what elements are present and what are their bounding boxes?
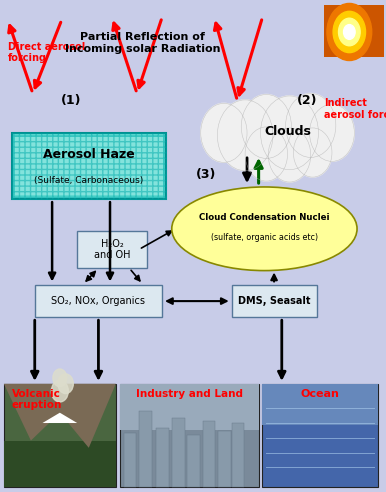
Text: (2): (2) <box>296 94 317 107</box>
Text: Aerosol Haze: Aerosol Haze <box>43 148 135 161</box>
Text: SO₂, NOx, Organics: SO₂, NOx, Organics <box>51 296 146 307</box>
Text: Indirect
aerosol forcing: Indirect aerosol forcing <box>324 98 386 120</box>
FancyBboxPatch shape <box>218 430 231 487</box>
Polygon shape <box>42 413 77 423</box>
Text: Direct aerosol
forcing: Direct aerosol forcing <box>8 42 85 63</box>
Circle shape <box>310 104 354 161</box>
FancyBboxPatch shape <box>120 384 259 430</box>
FancyBboxPatch shape <box>35 285 162 317</box>
Text: Volcanic
eruption: Volcanic eruption <box>12 389 62 410</box>
FancyBboxPatch shape <box>120 384 259 487</box>
Text: (Sulfate, Carbonaceous): (Sulfate, Carbonaceous) <box>34 176 144 185</box>
FancyBboxPatch shape <box>187 435 200 487</box>
FancyBboxPatch shape <box>232 423 244 487</box>
Circle shape <box>333 11 366 53</box>
Circle shape <box>327 3 372 61</box>
FancyBboxPatch shape <box>139 411 152 487</box>
FancyBboxPatch shape <box>77 231 147 268</box>
FancyBboxPatch shape <box>232 285 317 317</box>
Text: (1): (1) <box>61 94 82 107</box>
Circle shape <box>344 25 355 39</box>
Circle shape <box>286 93 336 157</box>
FancyBboxPatch shape <box>4 441 116 487</box>
Ellipse shape <box>172 187 357 271</box>
FancyBboxPatch shape <box>156 428 169 487</box>
Circle shape <box>58 374 73 394</box>
Text: (3): (3) <box>196 168 217 181</box>
FancyBboxPatch shape <box>15 137 163 195</box>
FancyBboxPatch shape <box>262 384 378 425</box>
Circle shape <box>339 18 360 46</box>
Circle shape <box>51 380 68 402</box>
FancyBboxPatch shape <box>12 133 166 199</box>
FancyBboxPatch shape <box>172 418 185 487</box>
Polygon shape <box>4 384 116 448</box>
Text: H₂O₂
and OH: H₂O₂ and OH <box>94 239 130 260</box>
FancyBboxPatch shape <box>124 433 136 487</box>
Circle shape <box>241 94 291 158</box>
Circle shape <box>201 103 247 162</box>
FancyBboxPatch shape <box>4 384 116 487</box>
Text: (sulfate, organic acids etc): (sulfate, organic acids etc) <box>211 233 318 242</box>
Circle shape <box>268 128 311 182</box>
Text: Ocean: Ocean <box>301 389 340 399</box>
Text: Clouds: Clouds <box>264 125 311 138</box>
Circle shape <box>53 369 67 387</box>
Text: DMS, Seasalt: DMS, Seasalt <box>238 296 310 307</box>
FancyBboxPatch shape <box>203 421 215 487</box>
Text: Industry and Land: Industry and Land <box>135 389 243 399</box>
Circle shape <box>293 128 332 177</box>
Text: Cloud Condensation Nuclei: Cloud Condensation Nuclei <box>199 214 330 222</box>
Circle shape <box>245 127 288 181</box>
Circle shape <box>217 100 273 171</box>
Circle shape <box>261 96 318 170</box>
Text: Partial Reflection of
Incoming solar Radiation: Partial Reflection of Incoming solar Rad… <box>65 32 220 54</box>
FancyBboxPatch shape <box>262 384 378 487</box>
FancyBboxPatch shape <box>324 5 384 57</box>
